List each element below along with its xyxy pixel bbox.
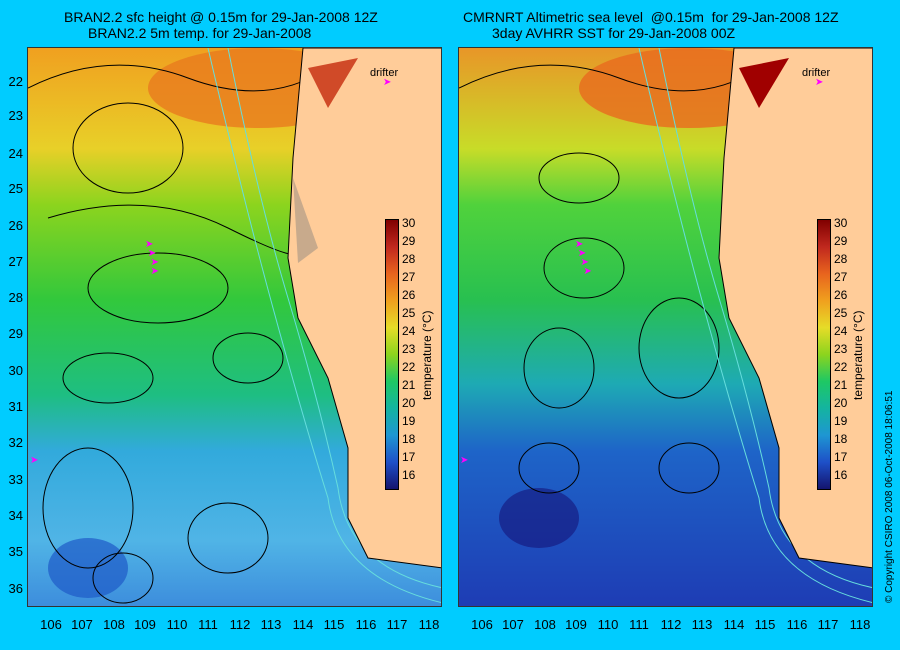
right-map-title-line1: CMRNRT Altimetric sea level @0.15m for 2… — [463, 9, 839, 25]
lat-label: 31 — [8, 399, 23, 414]
left-map-title-line1: BRAN2.2 sfc height @ 0.15m for 29-Jan-20… — [64, 9, 378, 25]
lon-label: 114 — [723, 617, 745, 632]
lat-label: 25 — [8, 181, 23, 196]
lat-label: 22 — [8, 74, 23, 89]
colorbar-tick: 22 — [402, 360, 416, 374]
right-colorbar-label: temperature (°C) — [851, 310, 865, 401]
right-drifter-label: drifter — [802, 67, 831, 79]
colorbar-tick: 30 — [402, 216, 416, 230]
lon-label: 115 — [754, 617, 776, 632]
lon-label: 108 — [103, 617, 125, 632]
lat-label: 23 — [8, 108, 23, 123]
colorbar-tick: 19 — [402, 414, 416, 428]
lat-label: 30 — [8, 363, 23, 378]
lat-label: 32 — [8, 435, 23, 450]
lat-label: 24 — [8, 146, 23, 161]
lat-label: 35 — [8, 544, 23, 559]
colorbar-tick: 16 — [834, 468, 848, 482]
lon-label: 107 — [502, 617, 524, 632]
lon-label: 112 — [229, 617, 251, 632]
colorbar-tick: 29 — [402, 234, 416, 248]
right-drifter-track-icon: ➤ ➤ ➤ ➤ — [575, 239, 592, 277]
colorbar-tick: 19 — [834, 414, 848, 428]
colorbar-tick: 17 — [834, 450, 848, 464]
colorbar-tick: 21 — [402, 378, 416, 392]
lon-label: 115 — [323, 617, 345, 632]
right-map-panel — [458, 47, 873, 607]
lat-label: 36 — [8, 581, 23, 596]
lon-label: 106 — [471, 617, 493, 632]
colorbar-tick: 16 — [402, 468, 416, 482]
lon-label: 118 — [418, 617, 440, 632]
colorbar-tick: 25 — [834, 306, 848, 320]
lat-label: 34 — [8, 508, 23, 523]
lon-label: 108 — [534, 617, 556, 632]
colorbar-tick: 30 — [834, 216, 848, 230]
lon-label: 110 — [597, 617, 619, 632]
left-colorbar-label: temperature (°C) — [420, 310, 434, 401]
colorbar-tick: 21 — [834, 378, 848, 392]
left-drifter-legend-arrow-icon: ➤ — [383, 77, 392, 88]
right-drifter-track-2-icon: ➤ — [460, 455, 469, 466]
lat-label: 28 — [8, 290, 23, 305]
left-drifter-label: drifter — [370, 67, 399, 79]
colorbar-tick: 20 — [834, 396, 848, 410]
lat-label: 26 — [8, 218, 23, 233]
left-drifter-track-2-icon: ➤ — [30, 455, 39, 466]
lat-label: 33 — [8, 472, 23, 487]
colorbar-tick: 24 — [402, 324, 416, 338]
colorbar-tick: 26 — [834, 288, 848, 302]
colorbar-tick: 29 — [834, 234, 848, 248]
lon-label: 109 — [134, 617, 156, 632]
lat-label: 29 — [8, 326, 23, 341]
right-map-title-line2: 3day AVHRR SST for 29-Jan-2008 00Z — [492, 25, 736, 41]
lon-label: 111 — [198, 617, 218, 632]
colorbar-tick: 25 — [402, 306, 416, 320]
colorbar-tick: 28 — [834, 252, 848, 266]
lon-label: 116 — [786, 617, 808, 632]
lon-label: 114 — [292, 617, 314, 632]
left-drifter-track-icon: ➤ ➤ ➤ ➤ — [145, 239, 159, 277]
colorbar-tick: 26 — [402, 288, 416, 302]
colorbar-tick: 27 — [402, 270, 416, 284]
colorbar-tick: 27 — [834, 270, 848, 284]
lon-label: 106 — [40, 617, 62, 632]
left-map-title-line2: BRAN2.2 5m temp. for 29-Jan-2008 — [88, 25, 312, 41]
colorbar-tick: 20 — [402, 396, 416, 410]
lon-label: 109 — [565, 617, 587, 632]
lon-label: 116 — [355, 617, 377, 632]
copyright-text: © Copyright CSIRO 2008 06-Oct-2008 18:06… — [884, 390, 895, 604]
lon-label: 118 — [849, 617, 871, 632]
colorbar-tick: 18 — [834, 432, 848, 446]
colorbar-tick: 18 — [402, 432, 416, 446]
colorbar-tick: 24 — [834, 324, 848, 338]
right-drifter-legend-arrow-icon: ➤ — [815, 77, 824, 88]
lon-label: 117 — [386, 617, 408, 632]
lon-label: 113 — [691, 617, 713, 632]
colorbar-tick: 17 — [402, 450, 416, 464]
lon-label: 113 — [260, 617, 282, 632]
lon-label: 107 — [71, 617, 93, 632]
left-map-panel — [27, 47, 442, 607]
colorbar-tick: 23 — [834, 342, 848, 356]
lon-label: 117 — [817, 617, 839, 632]
lon-label: 111 — [629, 617, 649, 632]
lat-label: 27 — [8, 254, 23, 269]
colorbar-tick: 23 — [402, 342, 416, 356]
colorbar-tick: 28 — [402, 252, 416, 266]
lon-label: 112 — [660, 617, 682, 632]
lon-label: 110 — [166, 617, 188, 632]
left-colorbar — [385, 219, 399, 490]
right-colorbar — [817, 219, 831, 490]
colorbar-tick: 22 — [834, 360, 848, 374]
